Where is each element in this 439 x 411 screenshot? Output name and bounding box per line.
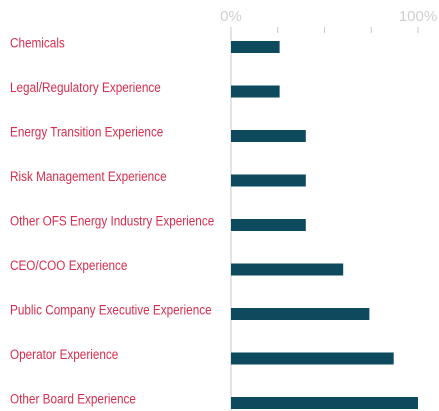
bar bbox=[231, 397, 418, 409]
bar bbox=[231, 130, 306, 142]
category-labels: Chemicals Legal/Regulatory Experience Ener… bbox=[10, 35, 214, 407]
category-label: CEO/COO Experience bbox=[10, 257, 127, 273]
category-label: Other OFS Energy Industry Experience bbox=[10, 213, 214, 229]
bar bbox=[231, 219, 306, 231]
bar bbox=[231, 41, 280, 53]
bar bbox=[231, 174, 306, 187]
category-label: Public Company Executive Experience bbox=[10, 302, 212, 318]
x-tick-label: 0% bbox=[220, 8, 242, 25]
category-label: Risk Management Experience bbox=[10, 168, 167, 184]
bar bbox=[231, 85, 280, 98]
category-label: Energy Transition Experience bbox=[10, 124, 163, 140]
category-label: Operator Experience bbox=[10, 346, 118, 362]
bar bbox=[231, 352, 394, 365]
category-label: Other Board Experience bbox=[10, 391, 136, 407]
category-label: Legal/Regulatory Experience bbox=[10, 79, 161, 95]
bar bbox=[231, 308, 370, 320]
x-tick-label: 100% bbox=[399, 8, 437, 25]
category-label: Chemicals bbox=[10, 35, 65, 51]
bar bbox=[231, 263, 344, 276]
